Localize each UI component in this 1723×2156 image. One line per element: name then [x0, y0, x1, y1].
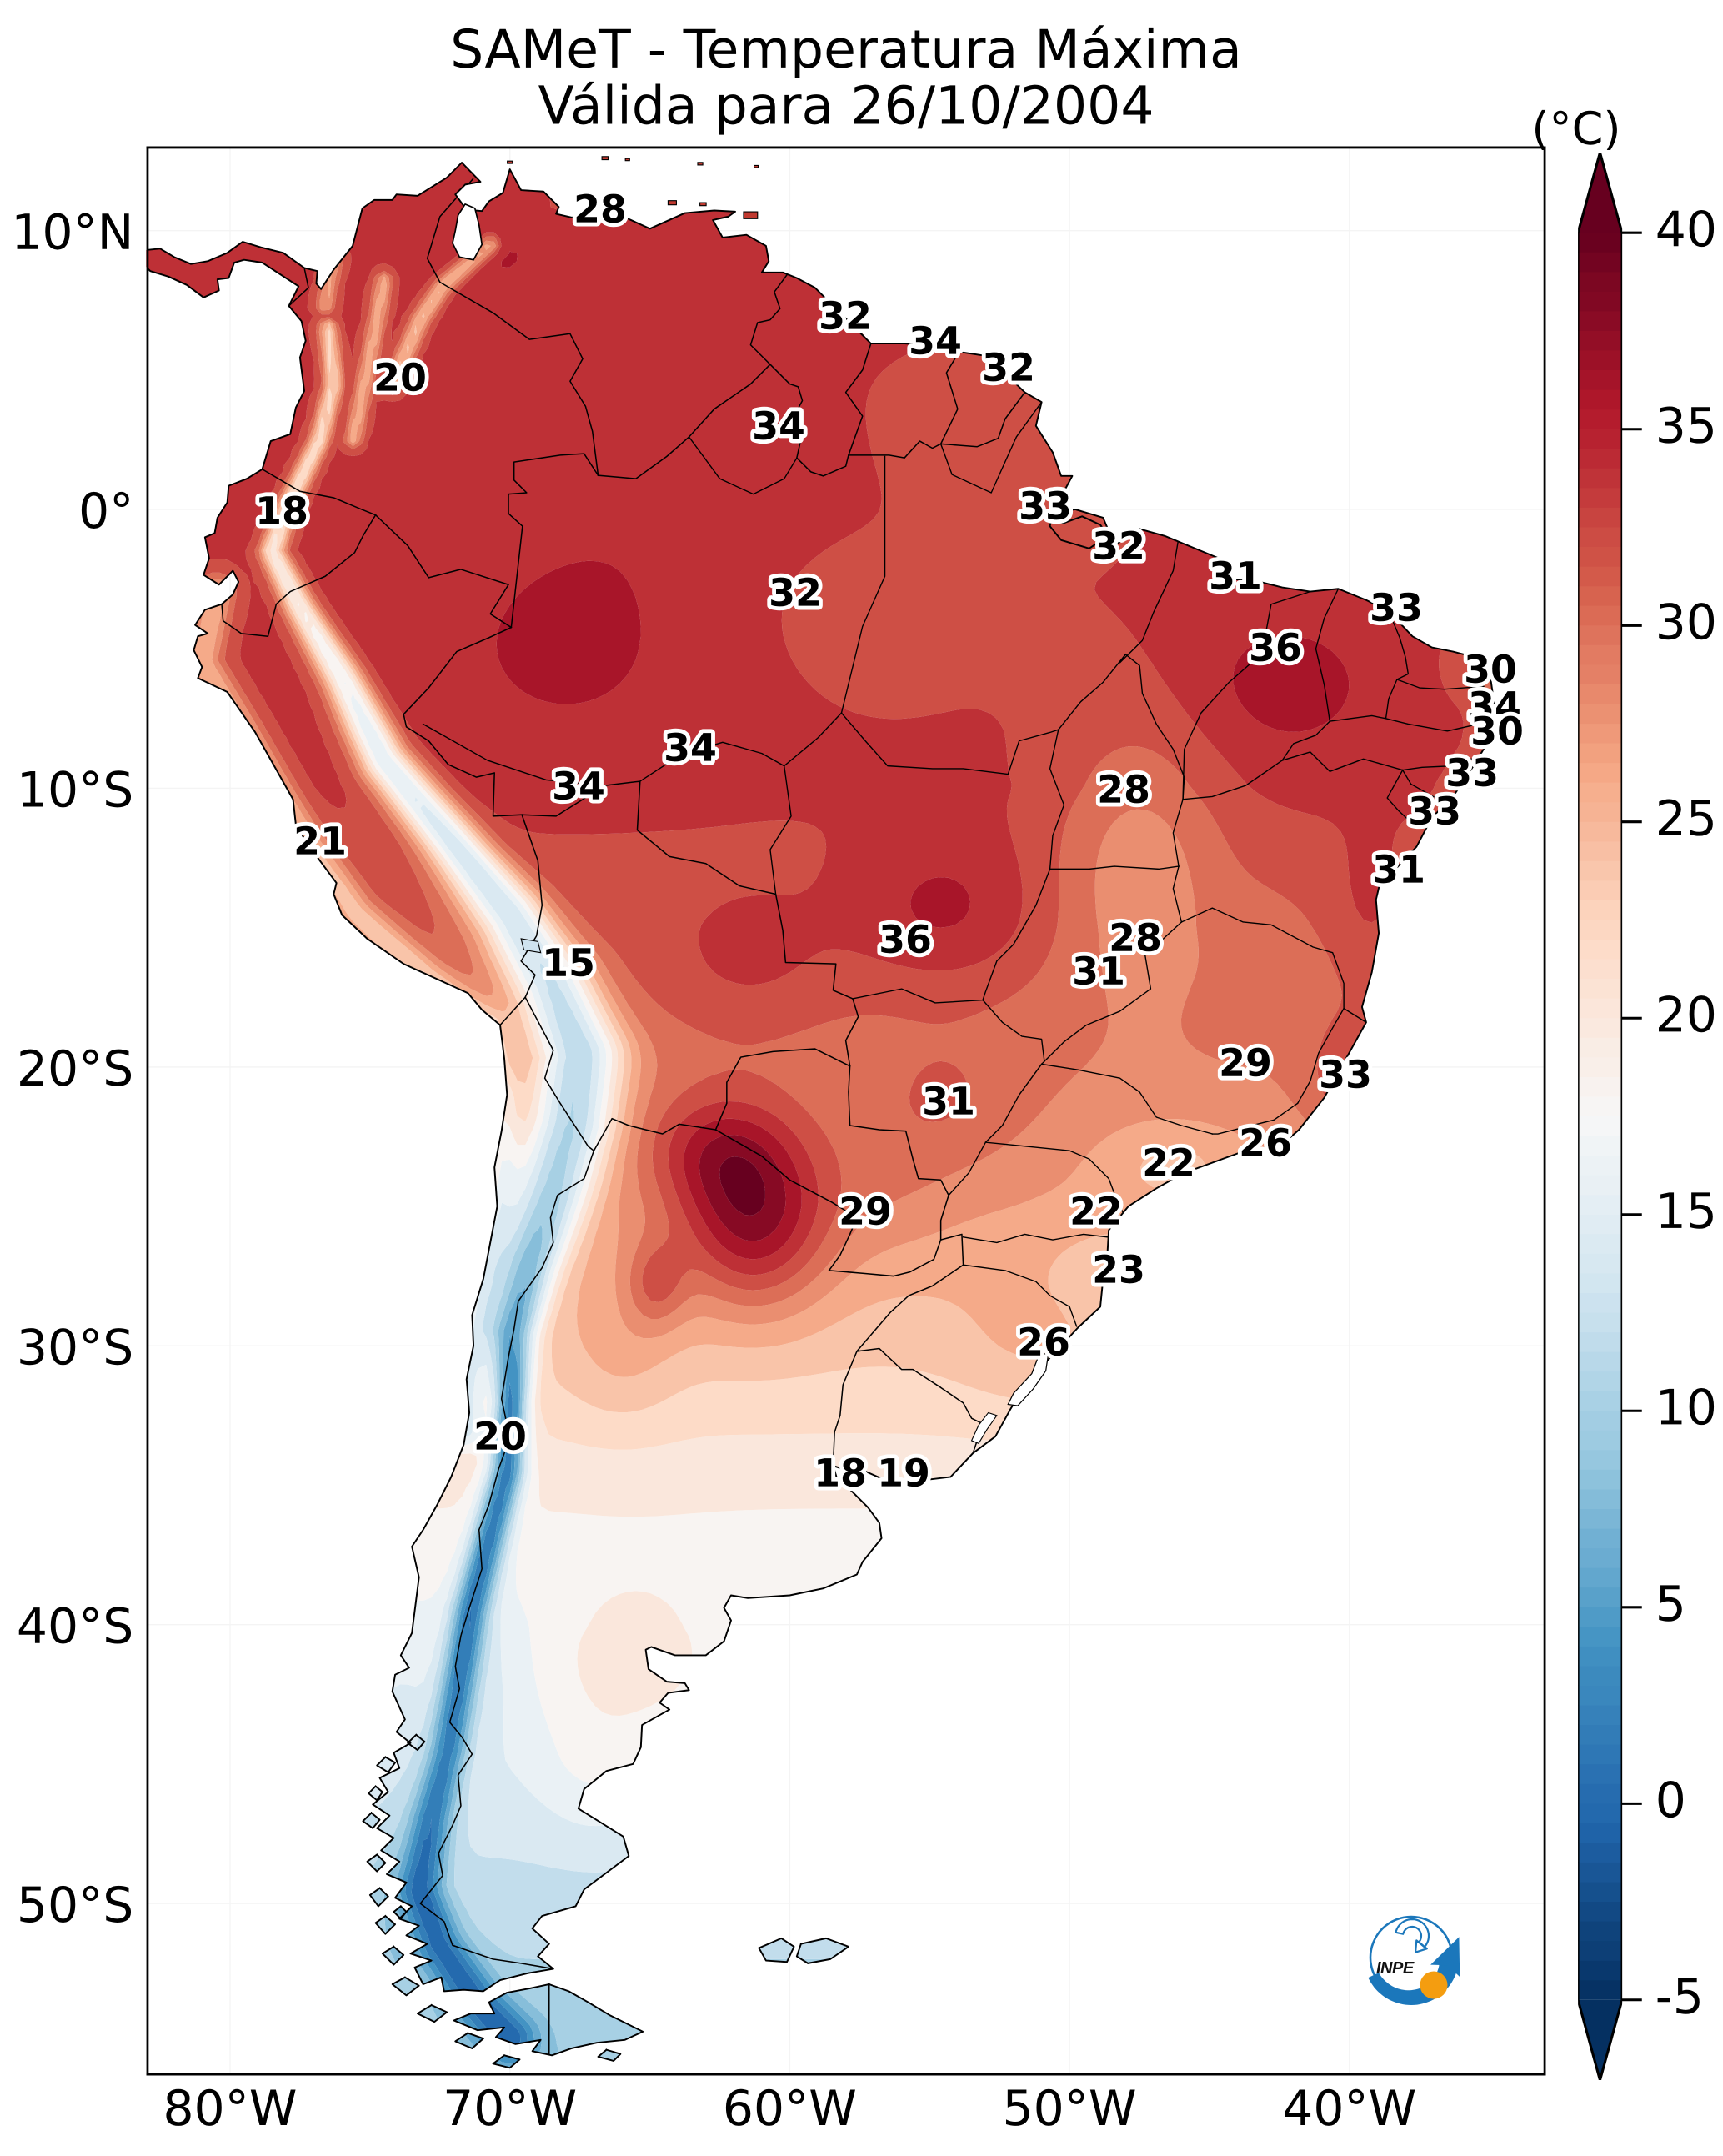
svg-text:INPE: INPE	[1376, 1959, 1415, 1978]
